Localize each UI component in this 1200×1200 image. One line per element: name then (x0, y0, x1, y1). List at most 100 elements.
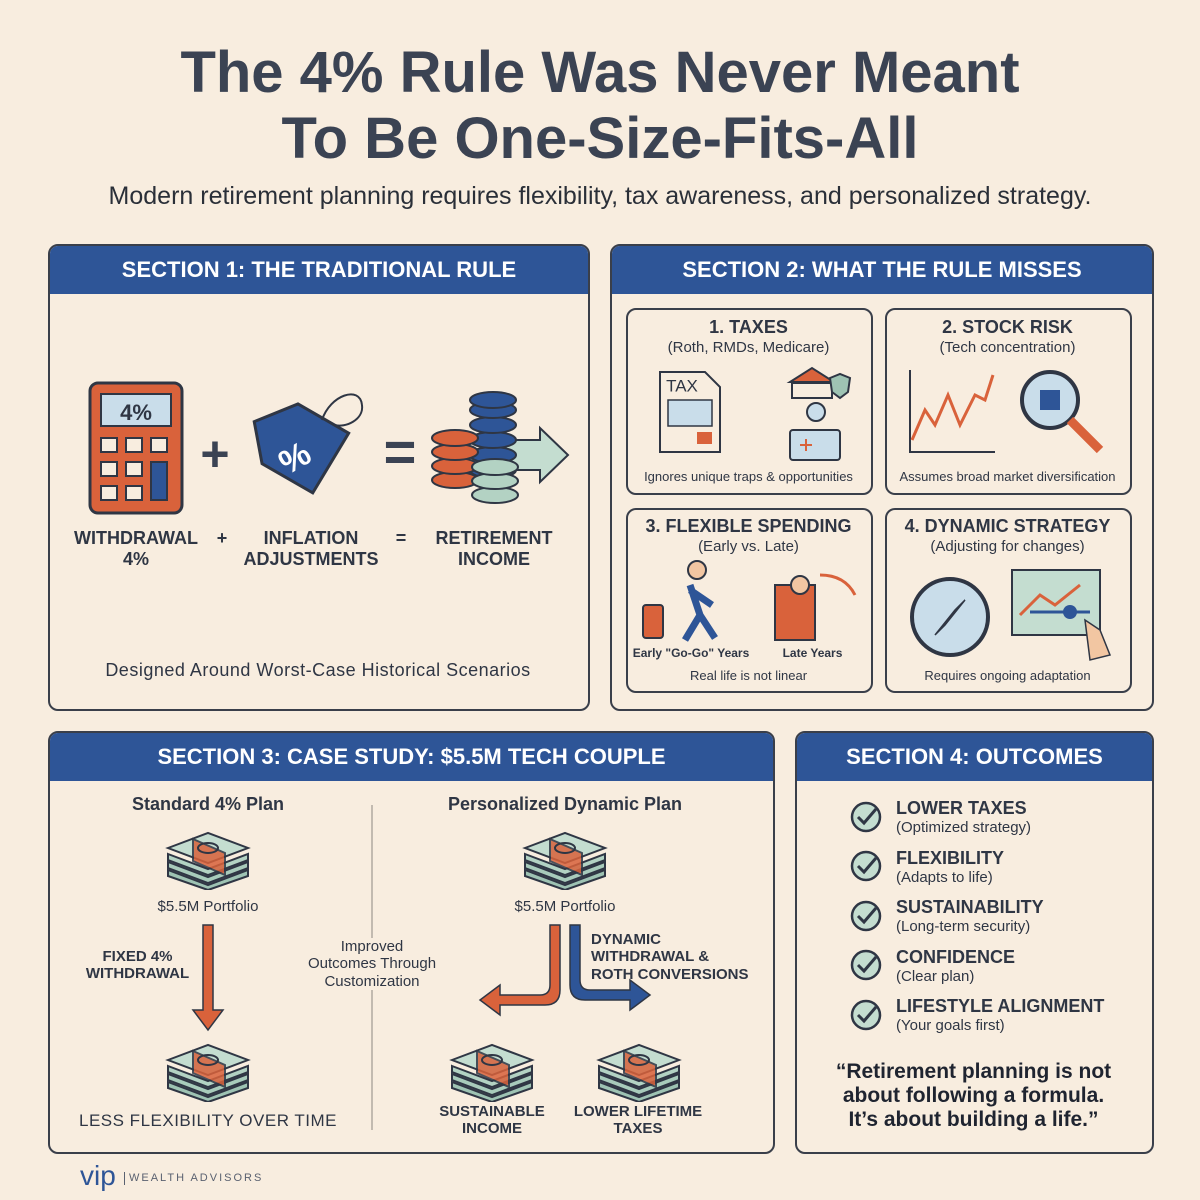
icon-shape (321, 393, 364, 427)
card (885, 308, 1132, 495)
icon-shape (850, 999, 882, 1031)
icon-shape (469, 416, 517, 434)
formula-term: WITHDRAWAL 4% (74, 528, 198, 569)
icon-shape (598, 1044, 680, 1102)
card-caption: Assumes broad market diversification (899, 469, 1116, 484)
icon-shape (167, 1044, 249, 1102)
plan-title: Standard 4% Plan (131, 794, 285, 814)
operator-icon: + (200, 426, 229, 482)
icon-shape (1066, 416, 1104, 454)
icon-shape (100, 461, 118, 477)
section-heading: SECTION 4: OUTCOMES (797, 733, 1152, 781)
arrow-label: DYNAMIC WITHDRAWAL & ROTH CONVERSIONS (591, 931, 749, 983)
icon-shape (786, 366, 852, 461)
icon-shape (909, 370, 995, 453)
arrow-label: FIXED 4% WITHDRAWAL (85, 948, 190, 983)
outcome-title: SUSTAINABILITY (896, 897, 1044, 917)
plan-title: Personalized Dynamic Plan (447, 794, 683, 814)
icon-shape (191, 924, 225, 1032)
icon-shape (125, 461, 143, 477)
icon-shape (687, 560, 707, 580)
icon-shape (850, 801, 882, 1031)
icon-shape (856, 1006, 878, 1024)
card-label: Early "Go-Go" Years (632, 646, 750, 660)
icon-shape (431, 429, 479, 447)
icon-shape (1040, 390, 1060, 410)
card-subtitle: (Early vs. Late) (698, 538, 799, 555)
card-subtitle: (Adjusting for changes) (930, 538, 1085, 555)
icon-shape (786, 366, 838, 383)
icon-shape (850, 850, 882, 882)
card-title: 1. TAXES (709, 317, 788, 337)
brand-tagline: WEALTH ADVISORS (124, 1172, 263, 1185)
subtitle: Modern retirement planning requires flex… (108, 182, 1092, 210)
icon-shape (478, 924, 561, 1017)
icon-shape (100, 437, 168, 501)
icon-shape (910, 374, 995, 441)
icon-shape (167, 832, 249, 890)
outcome-subtitle: (Adapts to life) (896, 868, 993, 886)
title-line: The 4% Rule Was Never Meant (180, 40, 1020, 105)
icon-shape (100, 437, 118, 453)
outcome-title: LOWER TAXES (896, 798, 1027, 818)
icon-shape (934, 599, 966, 636)
icon-shape (790, 575, 810, 595)
quote: “Retirement planning is not about follow… (835, 1060, 1112, 1132)
outcome-subtitle: (Long-term security) (896, 918, 1031, 935)
icon-shape (1084, 618, 1112, 661)
icon-shape (800, 439, 812, 451)
card-subtitle: (Tech concentration) (939, 339, 1076, 356)
section-heading: SECTION 2: WHAT THE RULE MISSES (612, 246, 1152, 294)
icon-shape (252, 402, 351, 495)
tax-icon-text: TAX (666, 376, 698, 395)
icon-shape (789, 429, 841, 461)
outcome-label: LOWER LIFETIME TAXES (573, 1103, 703, 1138)
icon-shape (431, 391, 570, 504)
icon-shape (100, 485, 118, 501)
icon-shape (856, 857, 878, 875)
formula-operator: + (216, 528, 228, 548)
portfolio-label: $5.5M Portfolio (157, 898, 259, 915)
icon-shape (819, 573, 857, 596)
icon-shape (1018, 583, 1081, 617)
outcome-subtitle: (Clear plan) (896, 967, 975, 985)
icon-shape (469, 391, 517, 409)
icon-shape (471, 458, 519, 504)
icon-shape (150, 461, 168, 501)
icon-shape (850, 801, 882, 833)
card (885, 508, 1132, 693)
icon-shape (697, 432, 712, 444)
icon-shape (667, 399, 713, 427)
outcome-title: LIFESTYLE ALIGNMENT (896, 996, 1105, 1016)
card (626, 308, 873, 495)
outcome-title: FLEXIBILITY (896, 847, 1004, 868)
icon-shape (856, 808, 878, 1024)
icon-shape (471, 458, 519, 476)
outcome-label: SUSTAINABLE INCOME (439, 1103, 545, 1138)
card-title: 3. FLEXIBLE SPENDING (645, 516, 852, 536)
icon-shape (806, 402, 826, 422)
calculator-display: 4% (120, 400, 152, 425)
icon-shape (100, 393, 172, 427)
card-subtitle: (Roth, RMDs, Medicare) (667, 339, 830, 356)
icon-shape (856, 907, 878, 925)
icon-shape (828, 372, 852, 400)
middle-note: Improved Outcomes Through Customization (292, 938, 452, 990)
section-heading: SECTION 3: CASE STUDY: $5.5M TECH COUPLE (50, 733, 773, 781)
icon-shape (850, 949, 882, 981)
icon-shape (125, 485, 143, 501)
card-label: Late Years (782, 646, 843, 660)
title-line: To Be One-Size-Fits-All (281, 106, 919, 171)
section-heading: SECTION 1: THE TRADITIONAL RULE (50, 246, 588, 294)
card (626, 508, 873, 693)
icon-shape (642, 604, 664, 639)
icon-shape (150, 437, 168, 453)
icon-shape (451, 1044, 533, 1102)
outcome-title: CONFIDENCE (896, 946, 1016, 967)
outcome-subtitle: (Your goals first) (896, 1017, 1005, 1034)
formula-operator: = (395, 528, 407, 548)
icon-shape (125, 437, 143, 453)
